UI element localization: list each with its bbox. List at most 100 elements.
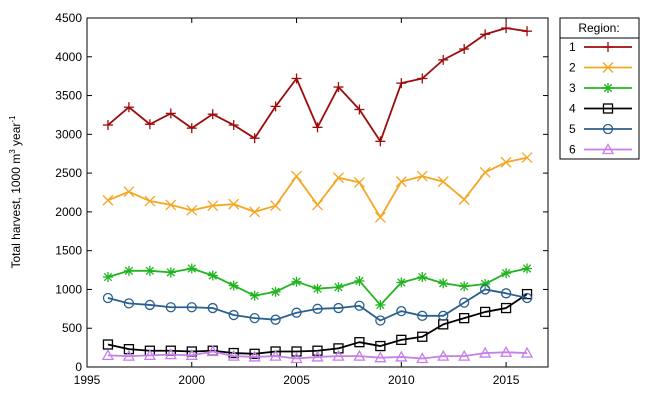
series-1-point-2010 <box>396 78 407 89</box>
series-3-point-2015-stroke <box>501 268 511 278</box>
series-3-point-2009 <box>375 299 386 310</box>
series-5-point-2003-shape <box>249 312 260 324</box>
legend-label-4: 4 <box>569 102 576 116</box>
series-3-point-2016 <box>522 263 533 274</box>
series-5-point-2007 <box>333 302 344 314</box>
series-2-point-1997-stroke <box>123 186 135 198</box>
series-6-point-2003 <box>248 350 261 362</box>
series-2-point-2006-stroke <box>312 199 323 211</box>
series-3-point-2008-stroke <box>355 276 364 286</box>
series-4-point-2009 <box>375 340 386 352</box>
series-4-point-2010-shape <box>396 334 407 346</box>
series-3-point-1996 <box>102 272 113 283</box>
series-5-point-1999 <box>165 302 176 313</box>
legend-marker-5 <box>602 123 614 135</box>
series-5-point-1999-shape <box>165 302 176 313</box>
series-2-point-2014 <box>479 166 491 178</box>
series-3 <box>102 263 533 310</box>
series-5-point-2011-shape <box>417 310 428 321</box>
series-6-point-2016-shape <box>520 346 534 358</box>
series-5-point-2000 <box>186 302 197 313</box>
legend-label-1: 1 <box>569 40 576 54</box>
y-tick-label-3500: 3500 <box>55 89 82 103</box>
series-4-point-1997-shape <box>123 344 135 355</box>
series-1-point-2002 <box>228 120 239 131</box>
series-2-point-2016 <box>521 152 533 164</box>
series-5-point-1997 <box>123 298 135 309</box>
x-tick-label-2005: 2005 <box>283 373 310 387</box>
series-2-point-1996 <box>102 194 114 206</box>
series-4-point-2011-shape <box>417 331 428 342</box>
series-2-point-1999-stroke <box>165 199 177 211</box>
series-5-point-2002-shape <box>228 309 239 321</box>
series-3-point-2004-stroke <box>271 287 280 296</box>
series-4-point-2010 <box>396 334 407 346</box>
series-4-point-2009-shape <box>375 340 386 352</box>
series-3-point-2012-stroke <box>439 279 448 288</box>
series-4-point-2005-shape <box>291 346 302 357</box>
series-2-point-1996-stroke <box>102 194 114 206</box>
legend-marker-1 <box>603 42 613 52</box>
series-4-point-2014 <box>479 306 491 318</box>
series-2-point-2008 <box>353 176 365 188</box>
series-6-point-2010 <box>395 350 408 362</box>
series-6-point-1999 <box>164 348 177 360</box>
series-4-point-2016-shape <box>521 288 533 300</box>
legend: Region: 1 2 3 4 5 6 <box>559 17 640 160</box>
series-4-point-1996 <box>102 339 114 350</box>
x-tick-label-2010: 2010 <box>388 373 415 387</box>
series-6-point-1998-shape <box>143 349 156 361</box>
series-4-point-1997 <box>123 344 135 355</box>
series-2-point-2006 <box>312 199 323 211</box>
series-1-point-2009 <box>375 136 386 147</box>
series-2-point-1999 <box>165 199 177 211</box>
y-axis-label-main: Total harvest, 1000 m <box>9 154 23 269</box>
series-5-point-2004 <box>270 314 281 325</box>
series-2-point-2002 <box>228 198 240 210</box>
series-6-point-2006 <box>311 350 324 362</box>
series-3-point-2009-stroke <box>376 300 385 310</box>
legend-item-5: 5 <box>569 122 632 136</box>
series-5-point-2001 <box>207 302 218 314</box>
series-2-point-2007 <box>332 172 344 184</box>
series-6-point-2008-shape <box>353 349 366 361</box>
series-6-point-2004-shape <box>269 349 282 361</box>
series-5-point-2006 <box>312 303 323 314</box>
series-3-point-2014-stroke <box>480 279 490 289</box>
y-axis: 0 500 1000 1500 2000 2500 3000 3500 4000 4500 <box>55 11 548 374</box>
series-3-point-2014 <box>480 279 491 290</box>
series-3-point-2013 <box>459 281 470 292</box>
series-3-point-1999-stroke <box>166 268 176 277</box>
series-2-point-2010 <box>395 176 407 188</box>
series-2-point-2011 <box>416 170 428 182</box>
series-4-point-2002-shape <box>228 347 239 359</box>
y-axis-label: Total harvest, 1000 m3 year-1 <box>8 115 23 269</box>
y-tick-label-0: 0 <box>75 360 82 374</box>
series-3-point-1997 <box>123 265 134 276</box>
series-1-point-2016 <box>522 26 533 37</box>
series-2-point-2003 <box>249 206 261 218</box>
series-3-point-2015 <box>501 268 512 279</box>
legend-item-2: 2 <box>569 61 632 75</box>
series-4-point-2003 <box>249 348 260 359</box>
series-3-point-2010 <box>396 277 407 288</box>
plot-area <box>86 17 549 368</box>
legend-label-2: 2 <box>569 61 576 75</box>
x-tick-label-1995: 1995 <box>74 373 101 387</box>
series-1-point-1997 <box>123 102 134 113</box>
series-1-point-1998 <box>144 119 155 130</box>
series-5-point-2004-shape <box>270 314 281 325</box>
series-6-point-2013-shape <box>458 349 471 361</box>
series-3-point-2002 <box>228 280 239 291</box>
series-6-point-2012-shape <box>437 349 450 361</box>
series-6-point-2001 <box>206 345 219 357</box>
series-6-point-2008 <box>353 349 366 361</box>
series-4-point-2013 <box>459 312 470 324</box>
series-5-point-2015-shape <box>500 288 512 299</box>
series-1-point-2004 <box>270 101 281 112</box>
series-3-point-1998-stroke <box>145 266 155 276</box>
legend-label-6: 6 <box>569 143 576 157</box>
series-1-point-1999 <box>165 108 176 119</box>
series-6-point-2001-shape <box>206 345 219 357</box>
plot-frame <box>86 17 549 368</box>
